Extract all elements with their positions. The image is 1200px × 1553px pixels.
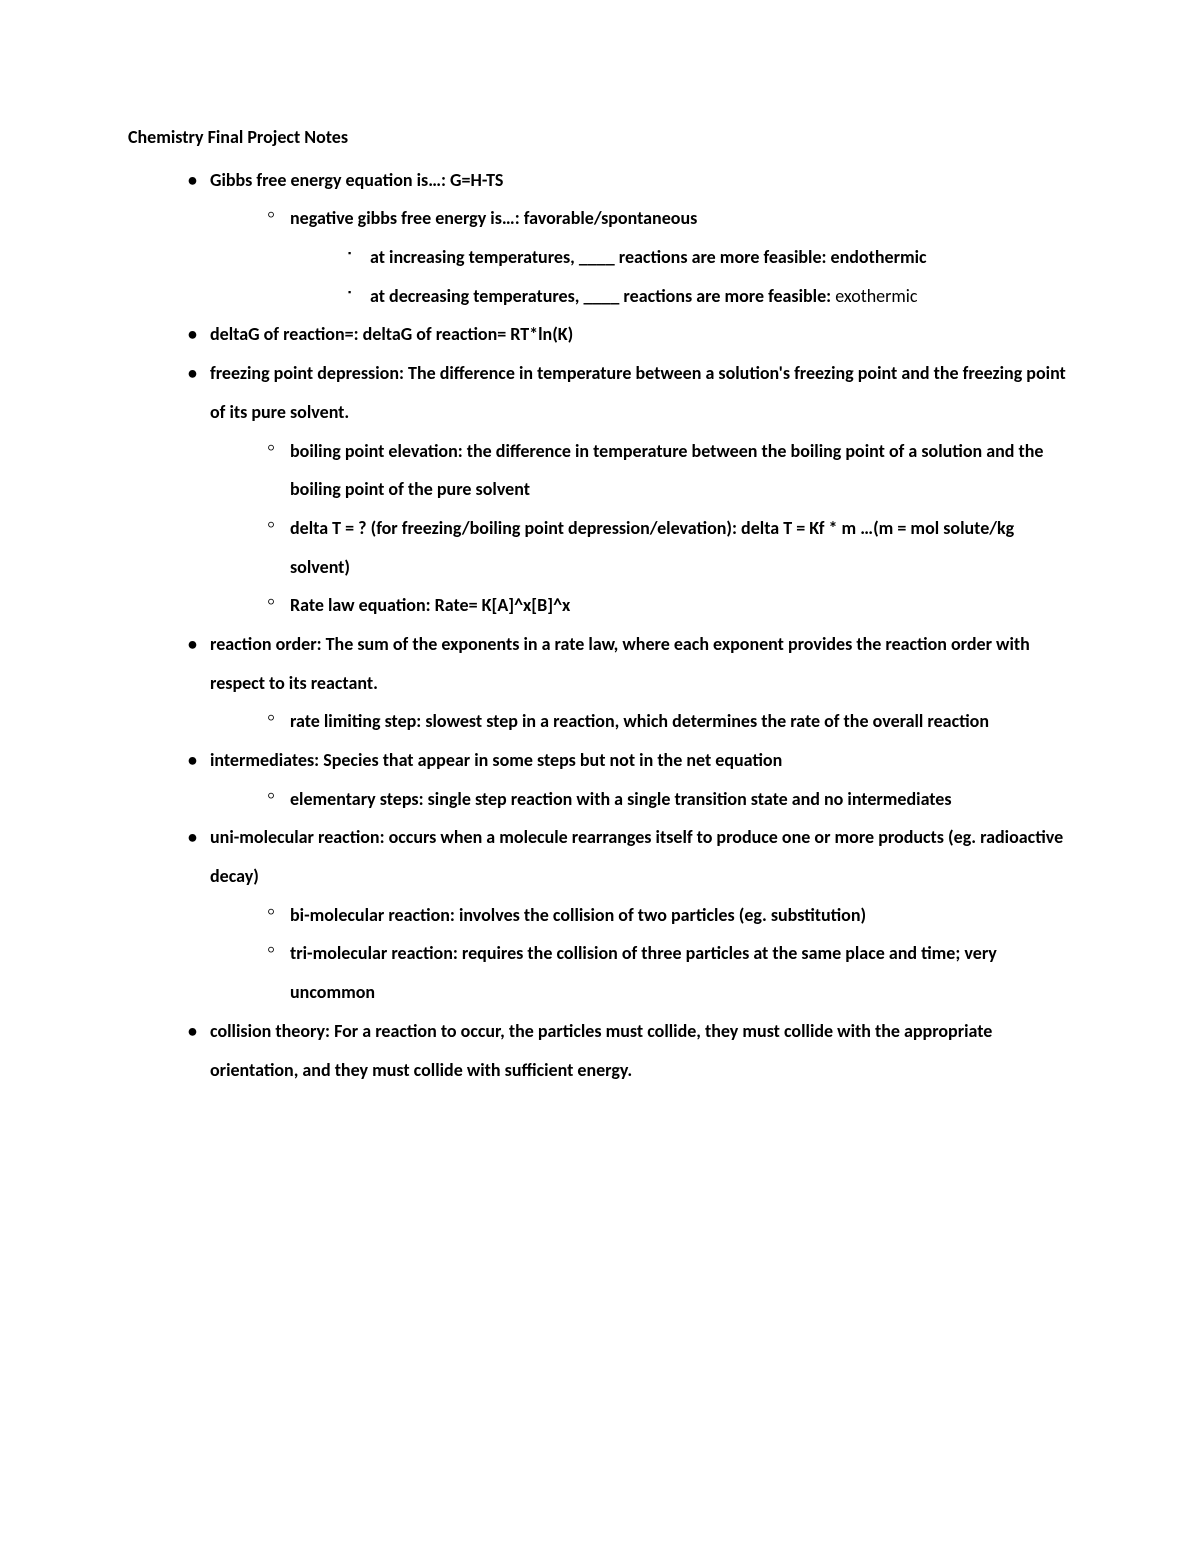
- list-item: at decreasing temperatures, ____ reactio…: [348, 277, 1072, 316]
- list-item: boiling point elevation: the difference …: [268, 432, 1072, 509]
- document-title: Chemistry Final Project Notes: [128, 118, 1072, 157]
- item-text: tri-molecular reaction: requires the col…: [290, 942, 997, 1003]
- outline-level-1: Gibbs free energy equation is…: G=H-TS n…: [128, 161, 1072, 1090]
- list-item: tri-molecular reaction: requires the col…: [268, 934, 1072, 1011]
- item-text: collision theory: For a reaction to occu…: [210, 1020, 992, 1081]
- outline-level-2: rate limiting step: slowest step in a re…: [210, 702, 1072, 741]
- item-text: Gibbs free energy equation is…: G=H-TS: [210, 169, 503, 191]
- item-text: elementary steps: single step reaction w…: [290, 788, 952, 810]
- list-item: rate limiting step: slowest step in a re…: [268, 702, 1072, 741]
- list-item: bi-molecular reaction: involves the coll…: [268, 896, 1072, 935]
- item-text: boiling point elevation: the difference …: [290, 440, 1043, 501]
- list-item: reaction order: The sum of the exponents…: [188, 625, 1072, 741]
- list-item: freezing point depression: The differenc…: [188, 354, 1072, 625]
- item-text: Rate law equation: Rate= K[A]^x[B]^x: [290, 594, 570, 616]
- item-text: deltaG of reaction=: deltaG of reaction=…: [210, 323, 573, 345]
- item-text: reaction order: The sum of the exponents…: [210, 633, 1030, 694]
- list-item: Rate law equation: Rate= K[A]^x[B]^x: [268, 586, 1072, 625]
- item-text: delta T = ? (for freezing/boiling point …: [290, 517, 1014, 578]
- item-text: intermediates: Species that appear in so…: [210, 749, 782, 771]
- list-item: deltaG of reaction=: deltaG of reaction=…: [188, 315, 1072, 354]
- item-text-plain: exothermic: [835, 285, 917, 307]
- list-item: collision theory: For a reaction to occu…: [188, 1012, 1072, 1089]
- item-text: negative gibbs free energy is…: favorabl…: [290, 207, 697, 229]
- list-item: Gibbs free energy equation is…: G=H-TS n…: [188, 161, 1072, 316]
- item-text-bold: at decreasing temperatures, ____ reactio…: [370, 285, 835, 307]
- list-item: elementary steps: single step reaction w…: [268, 780, 1072, 819]
- item-text: rate limiting step: slowest step in a re…: [290, 710, 989, 732]
- outline-level-2: negative gibbs free energy is…: favorabl…: [210, 199, 1072, 315]
- outline-level-3: at increasing temperatures, ____ reactio…: [290, 238, 1072, 315]
- outline-level-2: boiling point elevation: the difference …: [210, 432, 1072, 625]
- list-item: at increasing temperatures, ____ reactio…: [348, 238, 1072, 277]
- list-item: negative gibbs free energy is…: favorabl…: [268, 199, 1072, 315]
- list-item: delta T = ? (for freezing/boiling point …: [268, 509, 1072, 586]
- item-text: bi-molecular reaction: involves the coll…: [290, 904, 866, 926]
- outline-level-2: elementary steps: single step reaction w…: [210, 780, 1072, 819]
- list-item: uni-molecular reaction: occurs when a mo…: [188, 818, 1072, 1011]
- list-item: intermediates: Species that appear in so…: [188, 741, 1072, 818]
- item-text: at increasing temperatures, ____ reactio…: [370, 246, 927, 268]
- item-text: freezing point depression: The differenc…: [210, 362, 1066, 423]
- outline-level-2: bi-molecular reaction: involves the coll…: [210, 896, 1072, 1012]
- item-text: uni-molecular reaction: occurs when a mo…: [210, 826, 1063, 887]
